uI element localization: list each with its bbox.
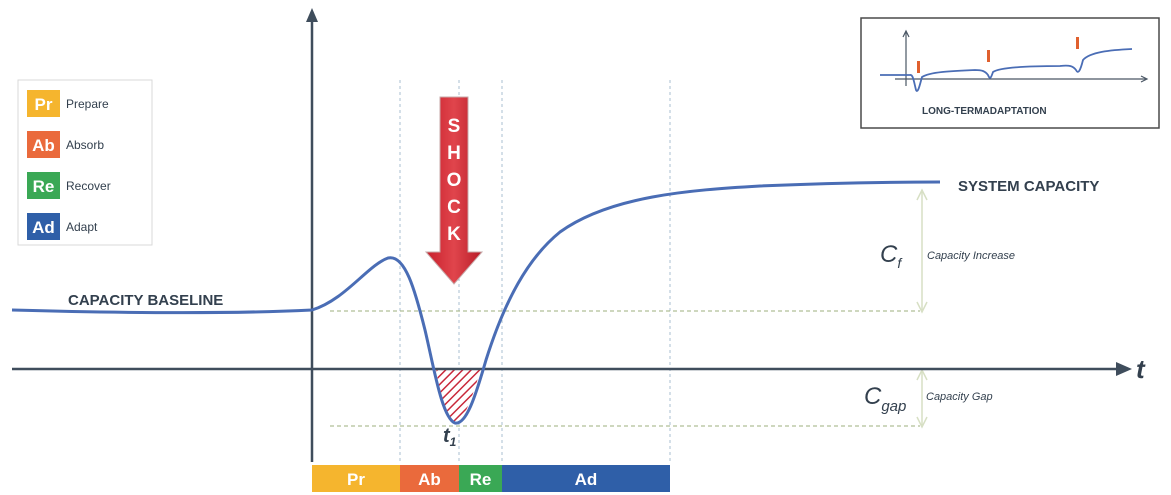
legend-item-prepare: Pr Prepare (27, 90, 109, 117)
inset-x-axis-arrowhead (1140, 75, 1149, 83)
t1-label: t1 (443, 425, 457, 449)
phase-segment-ad: Ad (502, 465, 670, 492)
phase-segment-label-ab: Ab (418, 470, 441, 489)
phase-segment-fill-ab (400, 465, 459, 492)
y-axis-arrowhead (306, 8, 318, 22)
shock-letter-3: C (447, 197, 461, 218)
shock-letter-0: S (448, 116, 461, 137)
legend-swatch-adapt (27, 213, 60, 240)
legend-label-recover: Recover (66, 179, 111, 193)
capacity-gap-region (436, 368, 481, 424)
phase-segment-fill-ad (502, 465, 670, 492)
inset-shock-marker-2 (987, 50, 990, 62)
legend-abbr-adapt: Ad (32, 218, 55, 237)
capacity-gap-label: Capacity Gap (926, 391, 993, 403)
cgap-symbol-main: C (864, 383, 882, 410)
dimension-arrows (916, 188, 928, 429)
legend-swatch-recover (27, 172, 60, 199)
capacity-increase-label: Capacity Increase (927, 250, 1015, 262)
legend-abbr-prepare: Pr (35, 95, 53, 114)
capacity-baseline-label: CAPACITY BASELINE (68, 292, 223, 309)
phase-segment-ab: Ab (400, 465, 459, 492)
t1-label-main: t (443, 425, 451, 447)
legend-item-recover: Re Recover (27, 172, 111, 199)
t1-label-subscript: 1 (450, 435, 457, 449)
legend: Pr Prepare Ab Absorb Re Recover Ad Adapt (17, 79, 153, 246)
cf-symbol-subscript: f (897, 255, 903, 271)
system-capacity-curve (11, 180, 941, 425)
cgap-symbol-subscript: gap (881, 398, 906, 415)
phase-segment-fill-pr (312, 465, 400, 492)
phase-segment-label-re: Re (470, 470, 492, 489)
phase-segment-re: Re (459, 465, 502, 492)
inset-frame (860, 17, 1160, 129)
legend-item-absorb: Ab Absorb (27, 131, 104, 158)
phase-segment-pr: Pr (312, 465, 400, 492)
phase-segment-label-pr: Pr (347, 470, 365, 489)
reference-lines (330, 310, 920, 427)
inset-shock-marker-3 (1076, 37, 1079, 49)
legend-swatch-prepare (27, 90, 60, 117)
phase-bar: Pr Ab Re Ad (312, 465, 670, 492)
shock-letter-2: O (447, 170, 462, 191)
legend-label-prepare: Prepare (66, 97, 109, 111)
legend-abbr-recover: Re (33, 177, 55, 196)
shock-letter-4: K (447, 224, 461, 245)
x-axis-arrowhead (1116, 362, 1132, 376)
system-capacity-label: SYSTEM CAPACITY (958, 178, 1099, 195)
shock-letter-1: H (447, 143, 461, 164)
legend-swatch-absorb (27, 131, 60, 158)
legend-label-absorb: Absorb (66, 138, 104, 152)
cf-symbol: Cf (880, 241, 903, 271)
time-axis-label: t (1136, 354, 1146, 384)
shock-arrow-shape (424, 96, 484, 285)
cgap-symbol: Cgap (864, 383, 906, 415)
phase-segment-label-ad: Ad (575, 470, 598, 489)
phase-segment-fill-re (459, 465, 502, 492)
axes (12, 8, 1132, 462)
long-term-adaptation-inset: LONG-TERMADAPTATION (860, 17, 1160, 129)
inset-shock-marker-1 (917, 61, 920, 73)
inset-y-axis-arrowhead (902, 29, 910, 38)
cf-symbol-main: C (880, 241, 898, 268)
legend-label-adapt: Adapt (66, 220, 98, 234)
cf-dimension-arrowhead-top (916, 188, 928, 201)
legend-item-adapt: Ad Adapt (27, 213, 98, 240)
inset-curve (880, 48, 1133, 92)
legend-items: Pr Prepare Ab Absorb Re Recover Ad Adapt (27, 90, 111, 240)
cf-dimension-arrowhead-bottom (916, 301, 928, 314)
inset-caption: LONG-TERMADAPTATION (922, 106, 1047, 117)
cgap-dimension-arrowhead-bottom (916, 416, 928, 429)
legend-abbr-absorb: Ab (32, 136, 55, 155)
